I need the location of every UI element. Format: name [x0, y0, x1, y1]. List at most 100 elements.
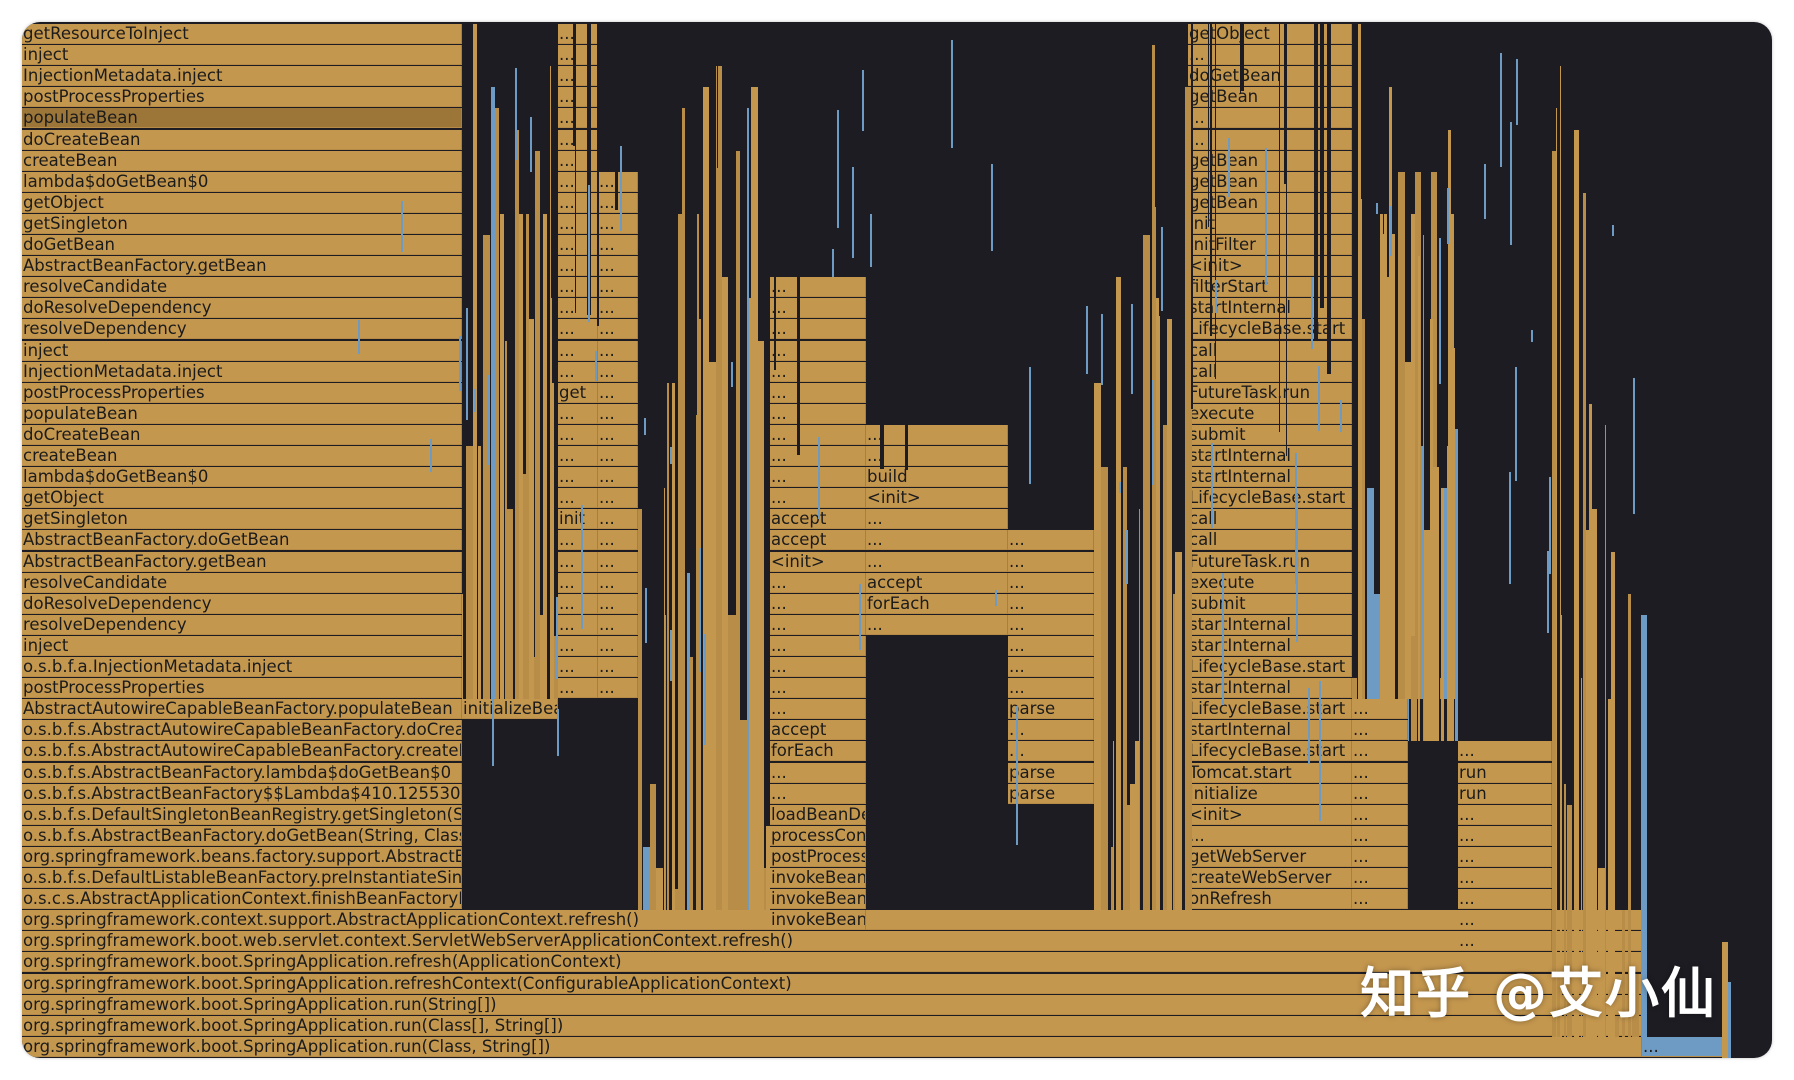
stack-frame[interactable]: ...: [598, 404, 638, 424]
stack-frame[interactable]: parse: [1008, 699, 1094, 719]
stack-frame[interactable]: resolveCandidate: [22, 573, 462, 593]
stack-frame[interactable]: execute: [1188, 404, 1352, 424]
stack-frame[interactable]: getWebServer: [1188, 847, 1352, 867]
stack-frame[interactable]: ...: [558, 594, 598, 614]
stack-frame[interactable]: ...: [598, 256, 638, 276]
stack-frame[interactable]: ...: [598, 383, 638, 403]
stack-frame[interactable]: initializeBean: [462, 699, 558, 719]
stack-frame[interactable]: ...: [1008, 741, 1094, 761]
stack-frame[interactable]: ...: [866, 425, 1008, 445]
stack-frame[interactable]: invokeBeanDefinitionRegistryPostProcesso…: [770, 868, 866, 888]
stack-frame[interactable]: submit: [1188, 594, 1352, 614]
stack-frame[interactable]: ...: [770, 404, 866, 424]
stack-frame[interactable]: InjectionMetadata.inject: [22, 66, 462, 86]
stack-frame[interactable]: AbstractBeanFactory.getBean: [22, 256, 462, 276]
stack-frame[interactable]: invokeBeanFactoryPostProcessors: [770, 910, 866, 930]
stack-frame[interactable]: submit: [1188, 425, 1352, 445]
stack-frame[interactable]: ...: [1352, 763, 1408, 783]
stack-frame[interactable]: init: [558, 509, 598, 529]
stack-frame[interactable]: ...: [1458, 889, 1552, 909]
stack-frame[interactable]: ...: [598, 298, 638, 318]
stack-frame[interactable]: ...: [1008, 573, 1094, 593]
stack-frame[interactable]: AbstractBeanFactory.getBean: [22, 552, 462, 572]
stack-frame[interactable]: call: [1188, 362, 1352, 382]
stack-frame[interactable]: o.s.b.f.s.AbstractAutowireCapableBeanFac…: [22, 741, 462, 761]
stack-frame[interactable]: ...: [866, 446, 1008, 466]
stack-frame[interactable]: ...: [1352, 699, 1408, 719]
stack-frame[interactable]: ...: [558, 657, 598, 677]
stack-frame[interactable]: doResolveDependency: [22, 594, 462, 614]
stack-frame[interactable]: o.s.b.f.s.DefaultListableBeanFactory.pre…: [22, 868, 462, 888]
stack-frame[interactable]: getSingleton: [22, 509, 462, 529]
stack-frame[interactable]: startInternal: [1188, 636, 1352, 656]
stack-frame[interactable]: ...: [1458, 847, 1552, 867]
flame-graph[interactable]: org.springframework.context.support.Abst…: [22, 22, 1772, 1058]
stack-frame[interactable]: execute: [1188, 573, 1352, 593]
stack-frame[interactable]: parse: [1008, 784, 1094, 804]
stack-frame[interactable]: onRefresh: [1188, 889, 1352, 909]
stack-frame[interactable]: ...: [770, 699, 866, 719]
stack-frame[interactable]: ...: [558, 530, 598, 550]
stack-frame[interactable]: resolveCandidate: [22, 277, 462, 297]
stack-frame[interactable]: ...: [1008, 657, 1094, 677]
stack-frame[interactable]: org.springframework.beans.factory.suppor…: [22, 847, 462, 867]
stack-frame[interactable]: ...: [558, 319, 598, 339]
stack-frame[interactable]: o.s.b.f.s.AbstractAutowireCapableBeanFac…: [22, 720, 462, 740]
stack-frame[interactable]: <init>: [866, 488, 1008, 508]
stack-frame[interactable]: postProcessProperties: [22, 383, 462, 403]
stack-frame[interactable]: ...: [598, 362, 638, 382]
stack-frame[interactable]: ...: [1352, 868, 1408, 888]
stack-frame[interactable]: o.s.b.f.s.DefaultSingletonBeanRegistry.g…: [22, 805, 462, 825]
stack-frame[interactable]: call: [1188, 530, 1352, 550]
stack-frame[interactable]: ...: [558, 552, 598, 572]
stack-frame[interactable]: populateBean: [22, 404, 462, 424]
stack-frame[interactable]: initFilter: [1188, 235, 1352, 255]
stack-frame[interactable]: ...: [866, 509, 1008, 529]
stack-frame[interactable]: ...: [1458, 931, 1552, 951]
stack-frame[interactable]: ...: [1352, 784, 1408, 804]
stack-frame[interactable]: ...: [770, 657, 866, 677]
stack-frame[interactable]: ...: [598, 341, 638, 361]
stack-frame[interactable]: populateBean: [22, 108, 462, 128]
stack-frame[interactable]: o.s.b.f.s.AbstractBeanFactory$$Lambda$41…: [22, 784, 462, 804]
stack-frame[interactable]: build: [866, 467, 1008, 487]
stack-frame[interactable]: accept: [866, 573, 1008, 593]
stack-frame[interactable]: inject: [22, 45, 462, 65]
stack-frame[interactable]: run: [1458, 784, 1552, 804]
stack-frame[interactable]: ...: [598, 509, 638, 529]
stack-frame[interactable]: ...: [770, 678, 866, 698]
stack-frame[interactable]: o.s.b.f.s.AbstractBeanFactory.doGetBean(…: [22, 826, 462, 846]
stack-frame[interactable]: ...: [770, 636, 866, 656]
stack-frame[interactable]: doGetBean: [1188, 66, 1352, 86]
stack-frame[interactable]: getResourceToInject: [22, 24, 462, 44]
stack-frame[interactable]: resolveDependency: [22, 615, 462, 635]
stack-frame[interactable]: o.s.b.f.a.InjectionMetadata.inject: [22, 657, 462, 677]
stack-frame[interactable]: ...: [1008, 678, 1094, 698]
stack-frame[interactable]: ...: [598, 573, 638, 593]
stack-frame[interactable]: ...: [558, 425, 598, 445]
stack-frame[interactable]: forEach: [770, 741, 866, 761]
stack-frame[interactable]: startInternal: [1188, 720, 1352, 740]
stack-frame[interactable]: ...: [598, 678, 638, 698]
stack-frame[interactable]: LifecycleBase.start: [1188, 488, 1352, 508]
stack-frame[interactable]: org.springframework.boot.SpringApplicati…: [22, 974, 1642, 994]
stack-frame[interactable]: postProcessBeanDefinitionRegistry: [770, 847, 866, 867]
stack-frame[interactable]: ...: [598, 235, 638, 255]
stack-frame[interactable]: ...: [770, 763, 866, 783]
stack-frame[interactable]: doGetBean: [22, 235, 462, 255]
stack-frame[interactable]: ...: [1458, 805, 1552, 825]
stack-frame[interactable]: ...: [558, 615, 598, 635]
stack-frame[interactable]: postProcessProperties: [22, 87, 462, 107]
stack-frame[interactable]: ...: [598, 319, 638, 339]
stack-frame[interactable]: ...: [598, 636, 638, 656]
stack-frame[interactable]: ...: [1008, 636, 1094, 656]
stack-frame[interactable]: ...: [770, 784, 866, 804]
stack-frame[interactable]: startInternal: [1188, 446, 1352, 466]
stack-frame[interactable]: <init>: [1188, 805, 1352, 825]
stack-frame[interactable]: ...: [598, 657, 638, 677]
stack-frame[interactable]: LifecycleBase.start: [1188, 657, 1352, 677]
stack-frame[interactable]: ...: [1352, 847, 1408, 867]
stack-frame[interactable]: lambda$doGetBean$0: [22, 172, 462, 192]
stack-frame[interactable]: <init>: [770, 552, 866, 572]
stack-frame[interactable]: invokeBeanFactoryPostProcessors: [770, 889, 866, 909]
